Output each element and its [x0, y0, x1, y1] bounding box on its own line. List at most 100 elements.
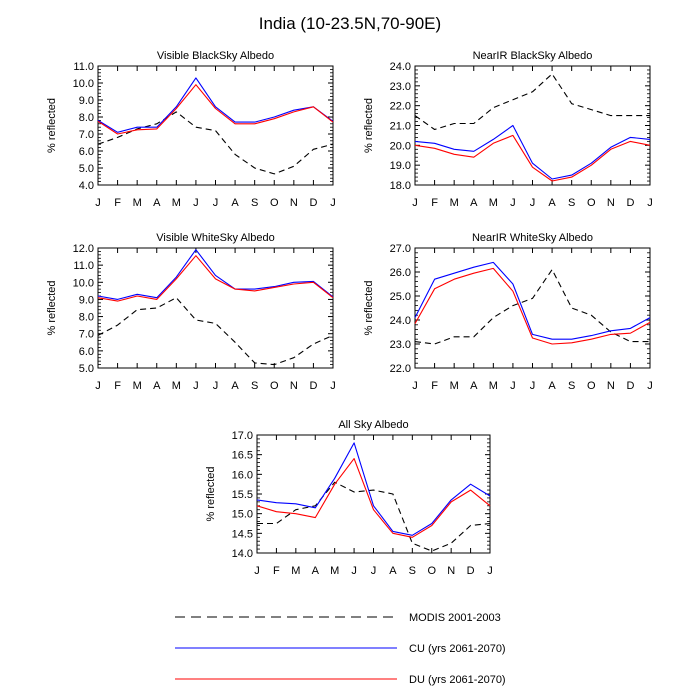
x-tick-label: D — [626, 197, 634, 209]
y-tick-label: 9.0 — [79, 294, 94, 306]
y-tick-label: 16.5 — [232, 450, 253, 462]
x-tick-label: J — [193, 197, 199, 209]
x-tick-label: O — [427, 565, 436, 577]
y-tick-label: 16.0 — [232, 469, 253, 481]
chart-visible-blacksky: Visible BlackSky Albedo 4.0 5.0 6.0 7.0 8.0 9.… — [46, 50, 336, 209]
x-tick-label: M — [133, 380, 142, 392]
x-tick-label: F — [273, 565, 280, 577]
x-tick-label: J — [213, 380, 219, 392]
series-line-modis — [97, 297, 334, 366]
chart-visible-whitesky: Visible WhiteSky Albedo 5.0 6.0 7.0 8.0 9.0 10… — [46, 232, 336, 392]
x-tick-label: S — [251, 197, 258, 209]
y-tick-label: 5.0 — [79, 363, 94, 375]
x-tick-label: J — [95, 380, 101, 392]
chart-nearir-blacksky: NearIR BlackSky Albedo 18.0 19.0 20.0 21.0 22… — [363, 50, 653, 209]
y-tick-label: 10.0 — [73, 78, 94, 90]
x-tick-label: N — [607, 380, 615, 392]
plot-frame — [256, 434, 491, 554]
y-tick-label: 7.0 — [79, 329, 94, 341]
x-tick-label: D — [309, 197, 317, 209]
legend-label-du: DU (yrs 2061-2070) — [409, 674, 506, 686]
x-tick-label: J — [330, 380, 336, 392]
x-tick-label: A — [389, 565, 397, 577]
x-tick-label: M — [172, 197, 181, 209]
y-tick-label: 23.0 — [390, 339, 411, 351]
y-tick-label: 27.0 — [390, 243, 411, 255]
y-tick-label: 22.0 — [390, 363, 411, 375]
figure-title: India (10-23.5N,70-90E) — [259, 14, 441, 33]
series-line-cu — [97, 77, 334, 133]
x-tick-label: S — [568, 380, 575, 392]
x-tick-label: M — [489, 380, 498, 392]
legend: MODIS 2001-2003 CU (yrs 2061-2070) DU (y… — [175, 612, 506, 686]
y-tick-label: 4.0 — [79, 180, 94, 192]
x-tick-label: F — [431, 380, 438, 392]
y-tick-label: 15.0 — [232, 509, 253, 521]
y-tick-label: 5.0 — [79, 163, 94, 175]
y-axis-label: % reflected — [46, 280, 58, 335]
x-tick-label: N — [290, 380, 298, 392]
x-tick-label: F — [114, 380, 121, 392]
series-line-modis — [414, 269, 650, 345]
y-tick-label: 22.0 — [390, 101, 411, 113]
y-tick-label: 15.5 — [232, 489, 253, 501]
x-tick-label: A — [548, 380, 556, 392]
panel-title: Visible WhiteSky Albedo — [156, 232, 274, 244]
x-tick-label: J — [412, 197, 418, 209]
x-tick-label: A — [153, 380, 161, 392]
y-tick-label: 8.0 — [79, 312, 94, 324]
x-tick-label: J — [487, 565, 493, 577]
panel-title: Visible BlackSky Albedo — [157, 50, 274, 62]
y-tick-label: 17.0 — [232, 430, 253, 442]
panel-title: NearIR BlackSky Albedo — [473, 50, 593, 62]
x-tick-label: F — [431, 197, 438, 209]
series-line-du — [414, 267, 651, 345]
y-axis-label: % reflected — [363, 98, 375, 153]
chart-all-sky: All Sky Albedo 14.0 14.5 15.0 15.5 16.0 16.5 17… — [205, 419, 493, 577]
series-line-modis — [97, 111, 334, 175]
x-tick-label: J — [510, 197, 516, 209]
series-line-modis — [257, 481, 491, 552]
y-tick-label: 9.0 — [79, 95, 94, 107]
x-tick-label: N — [447, 565, 455, 577]
legend-label-modis: MODIS 2001-2003 — [409, 612, 501, 624]
y-tick-label: 21.0 — [390, 121, 411, 133]
plot-frame — [97, 65, 334, 186]
y-axis-label: % reflected — [205, 466, 217, 521]
y-tick-label: 7.0 — [79, 129, 94, 141]
y-tick-label: 11.0 — [73, 260, 94, 272]
x-tick-label: J — [647, 197, 653, 209]
x-tick-label: J — [330, 197, 336, 209]
x-tick-label: M — [450, 197, 459, 209]
panel-title: NearIR WhiteSky Albedo — [472, 232, 593, 244]
x-tick-label: D — [309, 380, 317, 392]
series-line-cu — [414, 124, 651, 180]
x-tick-label: D — [626, 380, 634, 392]
x-tick-label: S — [409, 565, 416, 577]
x-tick-label: A — [548, 197, 556, 209]
y-axis-label: % reflected — [46, 98, 58, 153]
series-line-du — [97, 255, 334, 302]
y-tick-label: 11.0 — [73, 61, 94, 73]
y-tick-label: 24.0 — [390, 315, 411, 327]
x-tick-label: M — [172, 380, 181, 392]
plot-frame — [414, 247, 651, 369]
chart-nearir-whitesky: NearIR WhiteSky Albedo 22.0 23.0 24.0 25.0 26… — [363, 232, 653, 392]
panel-title: All Sky Albedo — [338, 419, 408, 431]
y-tick-label: 6.0 — [79, 346, 94, 358]
x-tick-label: J — [530, 197, 536, 209]
x-tick-label: M — [133, 197, 142, 209]
y-tick-label: 6.0 — [79, 146, 94, 158]
x-tick-label: N — [290, 197, 298, 209]
x-tick-label: A — [470, 197, 478, 209]
y-tick-label: 25.0 — [390, 291, 411, 303]
chart-panels: Visible BlackSky Albedo 4.0 5.0 6.0 7.0 8.0 9.… — [46, 50, 653, 577]
y-tick-label: 20.0 — [390, 140, 411, 152]
y-tick-label: 23.0 — [390, 81, 411, 93]
x-tick-label: J — [95, 197, 101, 209]
x-tick-label: M — [291, 565, 300, 577]
y-tick-label: 19.0 — [390, 160, 411, 172]
x-tick-label: A — [231, 197, 239, 209]
series-line-modis — [414, 73, 650, 131]
y-tick-label: 24.0 — [390, 61, 411, 73]
